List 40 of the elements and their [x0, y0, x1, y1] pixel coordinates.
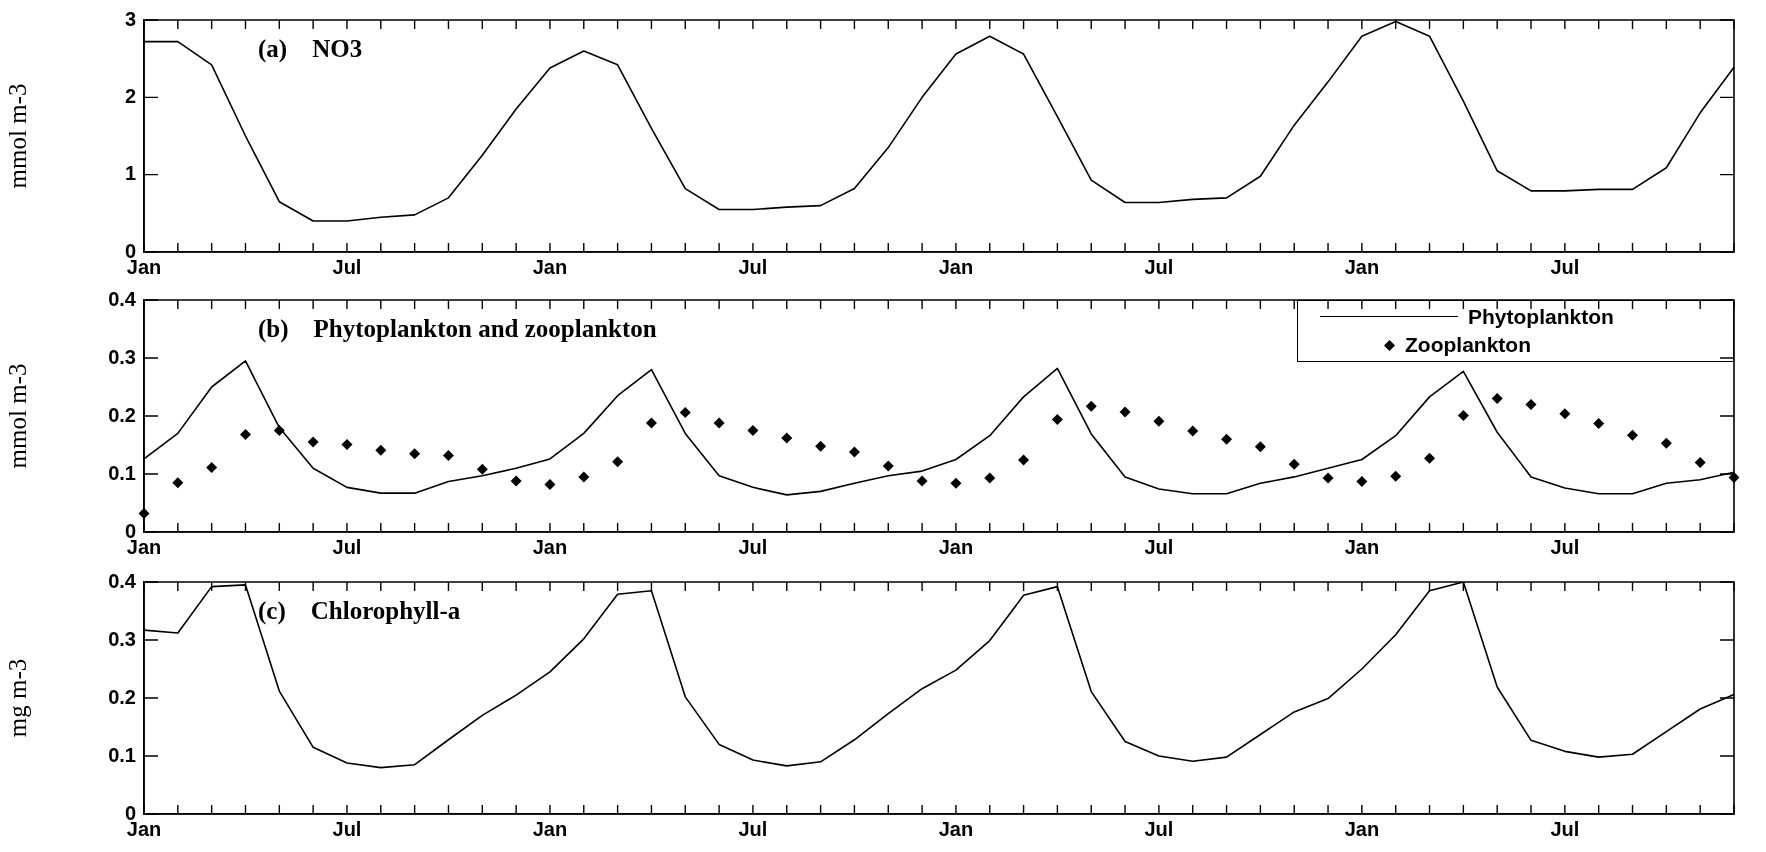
x-tick-label: Jan: [1344, 255, 1380, 278]
y-tick-label: 0.1: [108, 461, 136, 484]
x-tick-label: Jan: [938, 817, 974, 840]
x-tick-label: Jul: [1144, 817, 1174, 840]
legend-label: Zooplankton: [1405, 333, 1531, 357]
y-tick-label: 0.4: [108, 569, 137, 592]
x-tick-label: Jan: [938, 255, 974, 278]
x-tick-label: Jul: [1144, 535, 1174, 558]
x-tick-label: Jul: [1550, 817, 1580, 840]
y-tick-label: 0.3: [108, 627, 136, 650]
y-tick-label: 0.1: [108, 743, 136, 766]
x-tick-label: Jul: [738, 817, 768, 840]
x-tick-label: Jul: [1550, 535, 1580, 558]
x-tick-label: Jan: [1344, 535, 1380, 558]
text: (c) Chlorophyll-a: [258, 597, 461, 626]
x-tick-label: Jul: [738, 255, 768, 278]
y-tick-label: 0.2: [108, 685, 136, 708]
x-tick-label: Jul: [332, 817, 362, 840]
y-tick-label: 0.3: [108, 345, 136, 368]
y-axis-title: mmol m-3: [3, 83, 31, 189]
text: (a) NO3: [258, 35, 363, 64]
y-tick-label: 0.4: [108, 287, 137, 310]
text: (b) Phytoplankton and zooplankton: [258, 315, 657, 344]
x-tick-label: Jul: [332, 255, 362, 278]
y-axis-title: mg m-3: [3, 658, 31, 738]
x-tick-label: Jan: [532, 535, 568, 558]
x-tick-label: Jul: [1550, 255, 1580, 278]
x-tick-label: Jan: [938, 535, 974, 558]
x-tick-label: Jul: [332, 535, 362, 558]
y-tick-label: 3: [124, 7, 136, 30]
y-tick-label: 0.2: [108, 403, 136, 426]
legend-label: Phytoplankton: [1468, 305, 1614, 329]
y-tick-label: 2: [124, 84, 136, 107]
x-tick-label: Jan: [532, 817, 568, 840]
y-tick-label: 1: [124, 162, 136, 185]
x-tick-label: Jan: [1344, 817, 1380, 840]
x-tick-label: Jan: [532, 255, 568, 278]
x-tick-label: Jul: [1144, 255, 1174, 278]
y-axis-title: mmol m-3: [3, 363, 31, 469]
x-tick-label: Jul: [738, 535, 768, 558]
